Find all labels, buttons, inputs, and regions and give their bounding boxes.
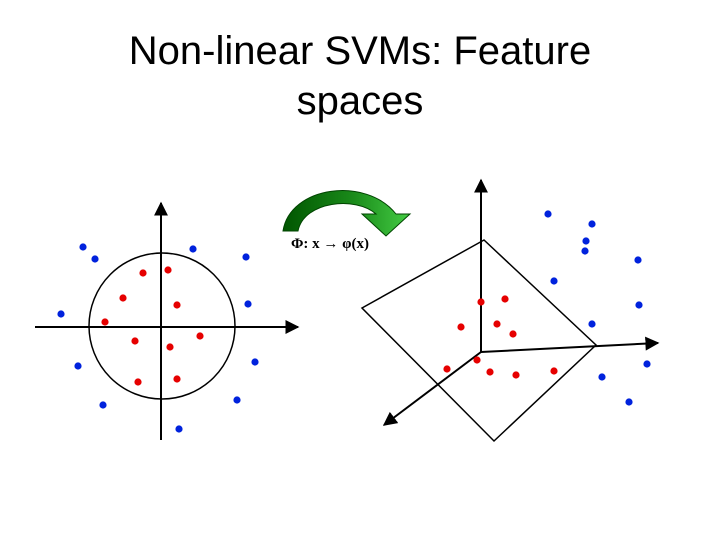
negative-sample-point — [175, 425, 183, 433]
input-space — [35, 201, 300, 440]
feature-depth-axis — [382, 351, 482, 426]
negative-sample-point — [598, 373, 606, 381]
negative-sample-point — [544, 210, 552, 218]
negative-sample-point — [251, 358, 259, 366]
negative-sample-point — [99, 401, 107, 409]
positive-sample-point — [443, 365, 451, 373]
positive-sample-point — [477, 298, 485, 306]
positive-sample-point — [486, 368, 494, 376]
negative-sample-point — [74, 362, 82, 370]
positive-sample-point — [501, 295, 509, 303]
input-points — [57, 243, 259, 433]
negative-sample-point — [635, 301, 643, 309]
negative-sample-point — [91, 255, 99, 263]
positive-sample-point — [493, 320, 501, 328]
negative-sample-point — [582, 237, 590, 245]
feature-horizontal-axis — [480, 336, 660, 353]
feature-space — [360, 178, 660, 443]
positive-sample-point — [166, 343, 174, 351]
positive-sample-point — [196, 332, 204, 340]
positive-sample-point — [550, 367, 558, 375]
negative-sample-point — [57, 310, 65, 318]
positive-sample-point — [473, 356, 481, 364]
negative-sample-point — [643, 360, 651, 368]
negative-sample-point — [233, 396, 241, 404]
positive-sample-point — [457, 323, 465, 331]
positive-sample-point — [131, 337, 139, 345]
negative-sample-point — [244, 300, 252, 308]
negative-sample-point — [79, 243, 87, 251]
negative-sample-point — [625, 398, 633, 406]
slide-title-line-2: spaces — [296, 79, 424, 123]
mapping-label: Φ: x → φ(x) — [291, 236, 369, 252]
separating-plane — [360, 239, 598, 443]
negative-sample-point — [242, 253, 250, 261]
negative-sample-point — [588, 320, 596, 328]
slide-title-line-1: Non-linear SVMs: Feature — [128, 29, 592, 73]
positive-sample-point — [512, 371, 520, 379]
positive-sample-point — [173, 375, 181, 383]
positive-sample-point — [509, 330, 517, 338]
positive-sample-point — [119, 294, 127, 302]
decision-boundary-circle — [88, 252, 236, 400]
positive-sample-point — [101, 318, 109, 326]
negative-sample-point — [581, 247, 589, 255]
positive-sample-point — [164, 266, 172, 274]
feature-points — [443, 210, 651, 406]
curved-arrow-icon — [282, 190, 412, 237]
positive-sample-point — [134, 378, 142, 386]
slide-title: Non-linear SVMs: Feature spaces — [0, 26, 720, 126]
positive-sample-point — [139, 269, 147, 277]
positive-sample-point — [173, 301, 181, 309]
negative-sample-point — [189, 245, 197, 253]
negative-sample-point — [550, 277, 558, 285]
negative-sample-point — [588, 220, 596, 228]
negative-sample-point — [634, 256, 642, 264]
